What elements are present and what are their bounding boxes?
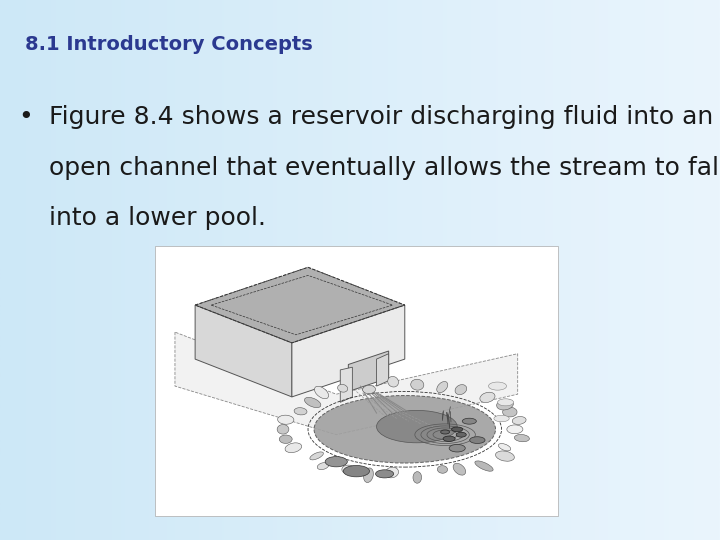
Text: open channel that eventually allows the stream to fall: open channel that eventually allows the … bbox=[49, 156, 720, 179]
Ellipse shape bbox=[503, 407, 517, 417]
Text: into a lower pool.: into a lower pool. bbox=[49, 206, 266, 230]
Ellipse shape bbox=[377, 410, 457, 443]
Polygon shape bbox=[175, 332, 518, 435]
Ellipse shape bbox=[451, 427, 463, 431]
Ellipse shape bbox=[343, 465, 369, 477]
Ellipse shape bbox=[455, 384, 467, 395]
Ellipse shape bbox=[278, 415, 294, 424]
Ellipse shape bbox=[363, 386, 376, 394]
Ellipse shape bbox=[507, 425, 523, 434]
Ellipse shape bbox=[456, 432, 467, 437]
Ellipse shape bbox=[497, 399, 513, 410]
Ellipse shape bbox=[498, 443, 510, 451]
Ellipse shape bbox=[315, 386, 328, 399]
Ellipse shape bbox=[385, 467, 399, 478]
Ellipse shape bbox=[294, 408, 307, 415]
FancyBboxPatch shape bbox=[155, 246, 558, 516]
Ellipse shape bbox=[314, 395, 495, 463]
Polygon shape bbox=[377, 354, 389, 386]
Ellipse shape bbox=[441, 430, 449, 434]
Ellipse shape bbox=[469, 437, 485, 443]
Ellipse shape bbox=[494, 415, 509, 422]
Ellipse shape bbox=[453, 463, 466, 475]
Ellipse shape bbox=[437, 382, 448, 393]
Ellipse shape bbox=[376, 470, 394, 478]
Polygon shape bbox=[341, 367, 352, 402]
Ellipse shape bbox=[310, 452, 323, 460]
Ellipse shape bbox=[437, 465, 448, 473]
Text: 8.1 Introductory Concepts: 8.1 Introductory Concepts bbox=[25, 35, 313, 54]
Ellipse shape bbox=[514, 435, 529, 442]
Ellipse shape bbox=[318, 463, 329, 470]
Ellipse shape bbox=[305, 397, 321, 408]
Ellipse shape bbox=[387, 376, 398, 387]
Ellipse shape bbox=[475, 461, 493, 471]
Text: •: • bbox=[18, 105, 32, 129]
Ellipse shape bbox=[495, 451, 514, 461]
Ellipse shape bbox=[410, 379, 424, 390]
Ellipse shape bbox=[462, 418, 477, 424]
Ellipse shape bbox=[325, 456, 347, 467]
Polygon shape bbox=[195, 267, 405, 343]
Ellipse shape bbox=[285, 443, 302, 453]
Ellipse shape bbox=[413, 471, 422, 483]
Ellipse shape bbox=[277, 424, 289, 434]
Ellipse shape bbox=[449, 444, 465, 452]
Polygon shape bbox=[195, 305, 292, 397]
Ellipse shape bbox=[498, 399, 513, 406]
Ellipse shape bbox=[512, 416, 526, 424]
Ellipse shape bbox=[480, 392, 495, 402]
Ellipse shape bbox=[338, 384, 348, 392]
Ellipse shape bbox=[488, 382, 507, 390]
Ellipse shape bbox=[443, 436, 455, 442]
Polygon shape bbox=[292, 305, 405, 397]
Text: Figure 8.4 shows a reservoir discharging fluid into an: Figure 8.4 shows a reservoir discharging… bbox=[49, 105, 714, 129]
Ellipse shape bbox=[279, 435, 292, 443]
Ellipse shape bbox=[342, 465, 355, 474]
Ellipse shape bbox=[364, 468, 374, 483]
Polygon shape bbox=[348, 351, 389, 392]
